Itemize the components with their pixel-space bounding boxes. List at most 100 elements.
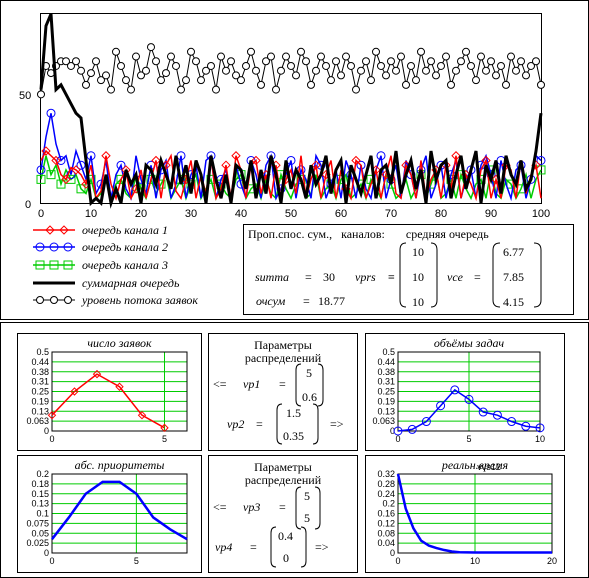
vce-label: vce [447, 270, 464, 284]
info-header: Проп.спос. сум., каналов: средняя очеред… [248, 227, 489, 241]
main-point-5 [492, 71, 500, 80]
main-y-tick-50: 50 [19, 90, 31, 102]
panel-p2-point [492, 410, 502, 420]
main-point-5 [512, 66, 520, 75]
panel-p3-y-tick: 0.025 [26, 538, 49, 548]
panel-chart-2: объёмы задач0.50.440.380.310.250.190.130… [372, 336, 545, 444]
main-x-tick: 0 [38, 208, 44, 220]
legend-marker-5c [64, 296, 72, 304]
main-point-5 [207, 61, 215, 70]
main-point-5 [417, 47, 425, 56]
panel-chart-1: число заявок0.50.440.380.310.250.190.130… [26, 336, 188, 444]
panel-p4-y-tick: 0.08 [377, 528, 395, 538]
vp2-value-2: 0.35 [283, 429, 304, 443]
main-point-5 [537, 80, 545, 89]
main-point-5 [332, 57, 340, 66]
vce-value-2: 7.85 [503, 270, 524, 284]
params2-title-2: распределений [245, 473, 322, 487]
main-point-5 [77, 66, 85, 75]
main-point-5 [477, 52, 485, 61]
vp3-bracket-right [314, 486, 321, 530]
panel-p1-x-tick: 0 [49, 434, 54, 444]
panel-p2-point [535, 423, 545, 433]
main-point-5 [172, 61, 180, 70]
panel-box-1 [17, 333, 202, 451]
main-point-5 [257, 80, 265, 89]
main-x-tick: 30 [185, 208, 197, 220]
vp2-eq: = [256, 417, 263, 431]
main-point-5 [517, 57, 525, 66]
main-point-5 [287, 61, 295, 70]
vprs-value-1: 10 [412, 245, 424, 259]
main-point-2 [76, 160, 86, 170]
vp1-label: vp1 [243, 377, 260, 391]
main-point-5 [372, 47, 380, 56]
main-point-5 [392, 66, 400, 75]
vce-bracket-right [533, 242, 542, 308]
main-point-5 [247, 47, 255, 56]
panel-p2-line [397, 388, 541, 432]
main-point-5 [62, 57, 70, 66]
legend-marker-2c [63, 242, 73, 252]
main-chart-box [40, 13, 542, 204]
panel-p4-y-tick: 0.12 [377, 518, 395, 528]
main-point-5 [122, 76, 130, 85]
legend-marker-5b [50, 296, 58, 304]
legend-marker-1 [45, 225, 69, 235]
summa-value: 30 [323, 270, 335, 284]
main-point-5 [342, 52, 350, 61]
main-point-1 [251, 155, 261, 166]
main-point-5 [227, 57, 235, 66]
vp2-label: vp2 [227, 417, 244, 431]
panel-box-3 [17, 455, 202, 573]
vce-value-1: 6.77 [503, 245, 524, 259]
main-point-5 [92, 57, 100, 66]
vp1-bracket-right [317, 363, 324, 407]
panel-p3-y-tick: 0.13 [31, 499, 49, 509]
main-x-tick: 50 [285, 208, 297, 220]
main-point-5 [402, 80, 410, 89]
main-point-3 [76, 184, 86, 194]
main-point-5 [347, 61, 355, 70]
vprs-label: vprs [355, 270, 376, 284]
main-point-5 [232, 71, 240, 80]
panel-p4-y-tick: 0 [390, 548, 395, 558]
main-point-1 [481, 155, 491, 166]
main-point-5 [267, 52, 275, 61]
main-point-5 [132, 52, 140, 61]
ocsum-value: 18.77 [318, 294, 345, 308]
main-point-5 [242, 61, 250, 70]
main-point-5 [112, 47, 120, 56]
main-point-5 [352, 85, 360, 94]
panel-p1-y-tick: 0.5 [36, 347, 49, 357]
panel-p3-plot-frame [51, 473, 188, 554]
main-point-5 [142, 66, 150, 75]
panel-p3-y-tick: 0.18 [31, 479, 49, 489]
panel-p2-point [436, 401, 446, 411]
main-point-5 [522, 71, 530, 80]
panel-p2-y-tick: 0.44 [377, 357, 395, 367]
main-point-2 [56, 155, 66, 165]
main-point-5 [167, 52, 175, 61]
vce-eq: = [474, 270, 481, 284]
panel-p2-point [450, 385, 460, 395]
params1-right-arrow: => [330, 417, 344, 431]
panel-p2-y-tick: 0 [390, 426, 395, 436]
panel-p2-y-tick: 0.13 [377, 406, 395, 416]
main-point-5 [277, 66, 285, 75]
main-point-1 [451, 151, 461, 161]
summa-eq: = [305, 270, 312, 284]
main-point-5 [212, 85, 220, 94]
main-x-tick: 60 [335, 208, 347, 220]
main-point-5 [437, 61, 445, 70]
main-point-5 [97, 76, 105, 85]
panel-p1-point [47, 410, 57, 420]
panel-p4-y-tick: 0.28 [377, 479, 395, 489]
panel-p3-y-tick: 0.15 [31, 489, 49, 499]
panel-p2-y-tick: 0.5 [382, 347, 395, 357]
main-point-2 [536, 155, 546, 165]
vp1-eq: = [279, 377, 286, 391]
params-1: Параметры распределений <= vp1 = 5 0.6 v… [213, 338, 344, 445]
main-point-5 [362, 57, 370, 66]
main-point-5 [407, 61, 415, 70]
